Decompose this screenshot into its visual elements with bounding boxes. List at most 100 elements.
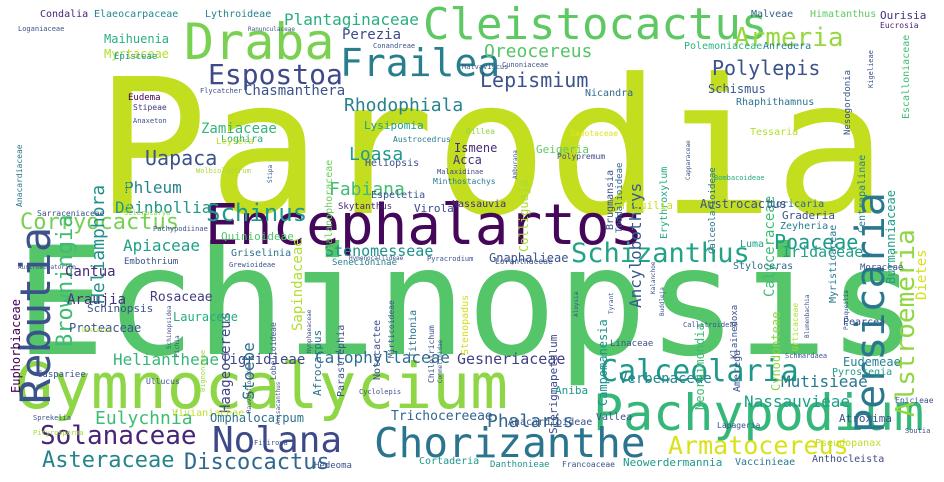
word-kigelieae: Kigelieae: [867, 49, 875, 88]
word-pachypodiinae: Pachypodiinae: [153, 225, 208, 233]
word-corryocactus: Corryocactus: [20, 210, 179, 235]
word-afrocarpus: Afrocarpus: [311, 329, 324, 396]
word-apiaceae: Apiaceae: [123, 236, 201, 255]
word-phalaris: Phalaris: [487, 411, 574, 432]
word-polypremum: Polypremum: [557, 152, 606, 161]
word-francoaceae: Francoaceae: [562, 460, 615, 469]
word-elaeocarpaceae: Elaeocarpaceae: [94, 9, 179, 20]
word-proteaceae: Proteaceae: [69, 321, 142, 335]
word-danthonieae: Danthonieae: [490, 460, 550, 470]
word-pseudopanax: Pseudopanax: [815, 438, 882, 449]
word-trichocereeae: Trichocereeae: [391, 409, 493, 424]
word-schizanthus: Schizanthus: [571, 238, 750, 269]
word-himatanthus: Himatanthus: [810, 9, 877, 20]
word-polemoniaceae: Polemoniaceae: [684, 41, 763, 52]
word-toddalioideae: Toddalioideae: [615, 162, 625, 234]
word-omphalocarpum: Omphalocarpum: [210, 411, 304, 425]
word-leysera: Leysera: [216, 137, 254, 147]
word-heliamphora: Heliamphora: [88, 184, 109, 304]
word-armatocereus: Armatocereus: [668, 431, 849, 460]
word-malveae: Malveae: [751, 9, 794, 20]
word-stipeae: Stipeae: [133, 103, 167, 112]
word-anaxeton: Anaxeton: [133, 117, 167, 125]
word-loganiaceae: Loganiaceae: [18, 25, 65, 33]
word-echinopsis: Echinopsis: [15, 216, 919, 390]
word-capparaceae: Capparaceae: [685, 139, 692, 180]
word-armeria: Armeria: [734, 23, 844, 53]
word-loranthaceae: Loranthaceae: [495, 257, 553, 266]
word-bombacoideae: Bombacoideae: [714, 174, 765, 182]
word-conandreae: Conandreae: [373, 42, 416, 50]
word-tyrant: Tyrant: [608, 291, 615, 314]
word-austrocedrus: Austrocedrus: [393, 135, 451, 144]
word-campomanesia: Campomanesia: [596, 319, 610, 407]
word-nassauvieae: Nassauvieae: [744, 392, 850, 411]
word-lauraceae: Lauraceae: [173, 310, 239, 324]
word-rhaphithamnus: Rhaphithamnus: [736, 97, 815, 108]
word-lysipomia: Lysipomia: [364, 119, 424, 132]
word-lepismium: Lepismium: [480, 68, 589, 92]
word-kalanchoe: Kalanchoe: [650, 261, 657, 295]
word-sprekelia: Sprekelia: [33, 414, 71, 422]
word-sapotaceae: Sapotaceae: [570, 129, 619, 138]
word-gesneriaceae: Gesneriaceae: [457, 350, 566, 368]
word-maihuenia: Maihuenia: [104, 32, 170, 46]
word-graderia: Graderia: [782, 209, 835, 222]
word-quinioideae: Quinioideae: [221, 230, 294, 243]
word-nymphaeaceae: Nymphaeaceae: [306, 309, 313, 354]
word-nassauvia: Nassauvia: [452, 199, 507, 210]
word-fitiroya: Fitiroya: [254, 439, 288, 447]
word-tigridieae: Tigridieae: [221, 352, 306, 368]
word-phleum: Phleum: [124, 178, 182, 197]
word-loricaria: Loricaria: [770, 199, 825, 210]
word-perezia: Perezia: [342, 27, 402, 43]
word-encephalartos: Encephalartos: [205, 193, 644, 258]
word-eudema: Eudema: [128, 93, 161, 103]
word-urticaceae: Urticaceae: [791, 302, 800, 351]
word-pyracrodium: Pyracrodium: [427, 255, 474, 263]
word-loghira: Loghira: [221, 134, 264, 145]
word-polylepis: Polylepis: [712, 56, 821, 80]
word-rhodophiala: Rhodophiala: [344, 95, 464, 116]
word-nesogordonia: Nesogordonia: [843, 69, 853, 135]
word-schinus: Schinus: [206, 199, 308, 227]
word-heliantheae: Heliantheae: [113, 350, 219, 369]
word-cunoniaceae: Cunoniaceae: [502, 61, 549, 69]
word-eulychnia: Eulychnia: [95, 408, 193, 429]
word-uapaca: Uapaca: [145, 146, 218, 170]
word-asteraceae: Asteraceae: [42, 448, 175, 473]
word-cortaderia: Cortaderia: [419, 456, 480, 467]
word-schmardaea: Schmardaea: [785, 352, 828, 360]
word-deinbollia: Deinbollia: [115, 198, 212, 217]
word-pyrostegia: Pyrostegia: [832, 367, 893, 378]
word-besleria: Besleria: [82, 327, 111, 334]
word-episceae: Episceae: [114, 52, 158, 62]
word-plantaginaceae: Plantaginaceae: [284, 10, 419, 29]
word-poaceae: Poaceae: [774, 230, 859, 254]
word-paraqueilia: Paraqueilia: [843, 289, 850, 330]
word-calceolaria: Calceolaria: [600, 354, 799, 389]
word-sapindaceae: Sapindaceae: [290, 238, 306, 332]
word-haageocereus: Haageocereus: [218, 311, 234, 413]
word-anthocleista: Anthocleista: [812, 454, 885, 465]
word-mirticoideae: Mirticoideae: [387, 299, 396, 358]
word-cyclolepis: Cyclolepis: [359, 388, 402, 396]
word-espostoa: Espostoa: [208, 58, 343, 91]
word-sclerocarya: Sclerocarya: [124, 209, 171, 217]
word-verbenaceae: Verbenaceae: [619, 371, 712, 387]
word-moraceae: Moraceae: [860, 263, 904, 273]
word-schinopsis: Schinopsis: [87, 302, 154, 315]
word-austrocactus: Austrocactus: [700, 197, 787, 211]
word-brugmansia: Brugmansia: [605, 169, 616, 230]
word-campanulaceae: Campanulaceae: [123, 144, 132, 208]
word-sarraceniaceae: Sarraceniaceae: [37, 209, 105, 218]
word-minthostachys: Minthostachys: [433, 177, 496, 186]
word-centrapalinae: Centrapalinae: [857, 154, 868, 233]
word-anacardiaceae: Anacardiaceae: [15, 144, 24, 208]
word-lobelioideae: Lobelioideae: [269, 321, 278, 380]
word-fabiana: Fabiana: [329, 179, 405, 200]
word-flycatcher: Flycatcher: [200, 87, 243, 95]
word-dietes: Dietes: [914, 249, 930, 301]
word-ismene: Ismene: [454, 141, 498, 155]
